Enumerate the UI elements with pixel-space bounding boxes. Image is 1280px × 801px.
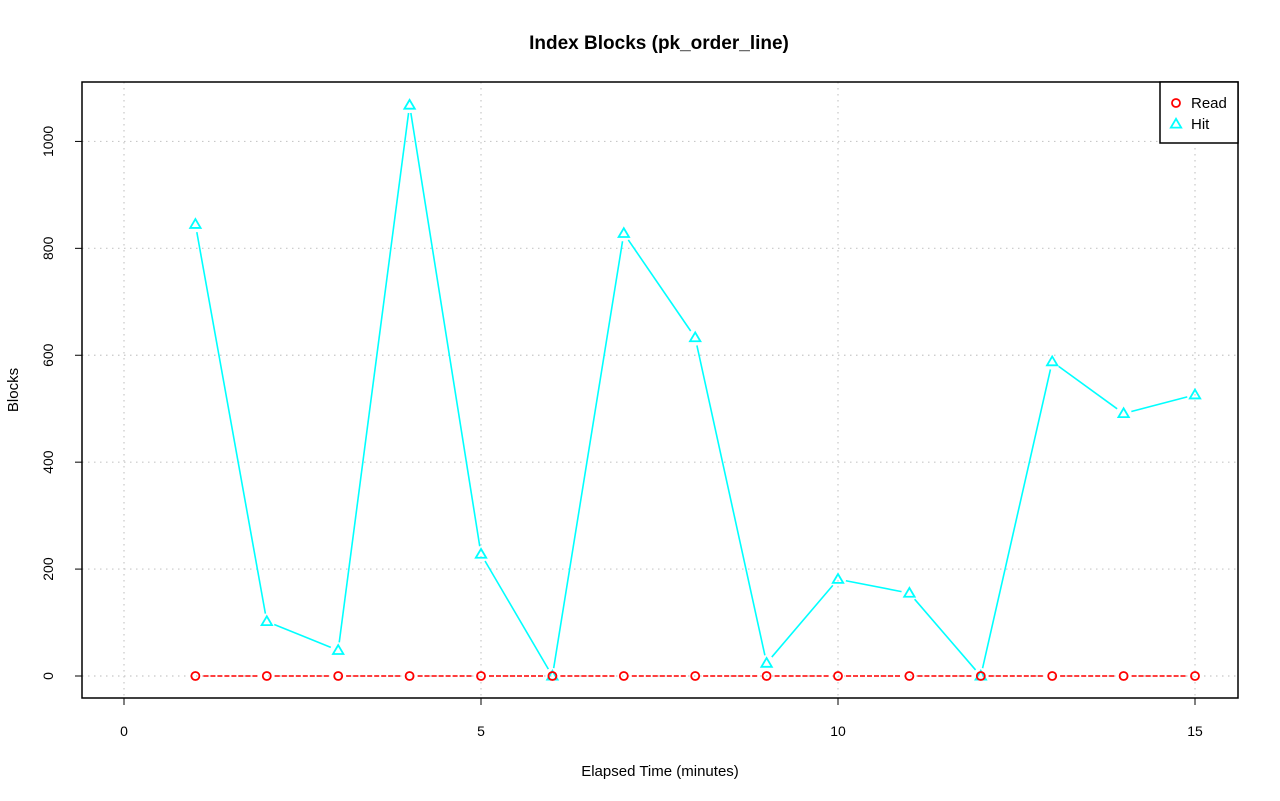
data-point-hit	[402, 98, 417, 110]
y-tick-label: 0	[40, 672, 56, 680]
series-hit-segment	[196, 232, 267, 614]
series-hit-segment	[484, 560, 550, 670]
series-hit-segment	[552, 241, 624, 669]
data-point-hit	[188, 217, 203, 229]
data-point-read	[261, 671, 272, 681]
series-hit	[188, 98, 1202, 681]
series-hit-segment	[914, 598, 977, 671]
data-point-read	[476, 671, 486, 681]
series-hit-segment	[410, 112, 481, 547]
x-tick-label: 15	[1187, 723, 1203, 739]
legend-label-read: Read	[1191, 95, 1227, 112]
data-point-read	[690, 671, 701, 681]
y-axis-label: Blocks	[5, 368, 22, 412]
data-point-read	[1118, 671, 1129, 681]
series-hit-segment	[696, 345, 766, 656]
data-point-read	[1047, 671, 1058, 681]
grid-lines	[82, 82, 1238, 698]
y-tick-label: 600	[40, 343, 56, 367]
data-point-read	[1190, 671, 1200, 681]
data-point-hit	[331, 643, 345, 655]
data-point-hit	[759, 656, 774, 668]
data-point-hit	[831, 572, 845, 584]
legend-box	[1159, 81, 1239, 144]
legend-marker-hit	[1169, 117, 1183, 129]
data-point-read	[904, 671, 915, 681]
x-tick-label: 5	[477, 723, 485, 739]
data-point-hit	[474, 547, 488, 559]
data-point-read	[761, 671, 772, 681]
data-point-hit	[902, 586, 917, 598]
legend-marker-read	[1171, 98, 1181, 108]
plot-frame	[81, 81, 1239, 699]
legend-label-hit: Hit	[1191, 116, 1210, 133]
chart-title: Index Blocks (pk_order_line)	[529, 33, 789, 54]
data-point-read	[333, 671, 344, 681]
data-point-read	[833, 671, 843, 681]
series-hit-segment	[1131, 396, 1188, 413]
series-hit-segment	[627, 239, 692, 332]
data-point-hit	[1188, 387, 1202, 400]
series-hit-segment	[981, 369, 1052, 669]
series-hit-segment	[338, 112, 410, 643]
series-hit-segment	[771, 584, 834, 658]
data-point-read	[190, 671, 201, 681]
series-read	[190, 671, 1200, 681]
data-point-hit	[617, 226, 631, 238]
series-hit-segment	[1058, 365, 1118, 410]
legend: Read Hit	[1159, 81, 1239, 144]
y-tick-label: 200	[40, 557, 56, 581]
y-tick-label: 1000	[40, 126, 56, 157]
data-point-read	[404, 671, 415, 681]
series-hit-segment	[273, 623, 332, 649]
x-tick-label: 10	[830, 723, 846, 739]
y-tick-label: 800	[40, 236, 56, 260]
data-point-read	[547, 671, 558, 681]
x-axis-label: Elapsed Time (minutes)	[581, 763, 739, 780]
axes: 0 5 10 15 0 200 400 600 800 1000	[40, 126, 1203, 739]
data-point-read	[975, 671, 986, 681]
x-tick-label: 0	[120, 723, 128, 739]
data-point-read	[618, 671, 629, 681]
y-tick-label: 400	[40, 450, 56, 474]
data-point-hit	[1116, 406, 1131, 419]
data-point-hit	[688, 330, 702, 343]
series-layer	[188, 98, 1202, 681]
data-point-hit	[1045, 354, 1059, 367]
data-point-hit	[260, 614, 274, 627]
series-hit-segment	[845, 579, 902, 593]
